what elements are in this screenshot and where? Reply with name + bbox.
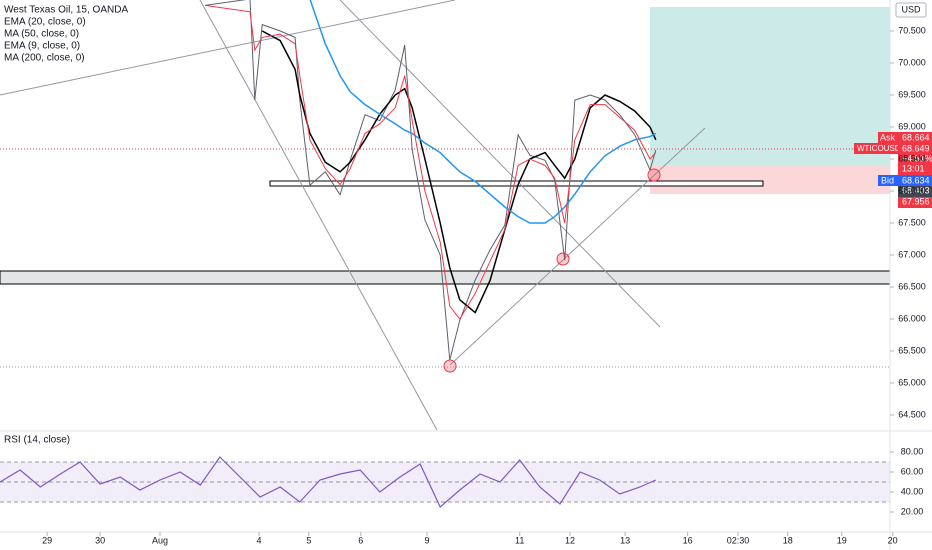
y-tick-label: 68.500 xyxy=(898,153,926,163)
target-price: 68.403 xyxy=(902,185,930,195)
y-tick-label: 66.500 xyxy=(898,281,926,291)
trend-line xyxy=(0,0,456,96)
x-tick-label: 6 xyxy=(358,535,363,545)
y-tick-label: 68.000 xyxy=(898,185,926,195)
ask-label: Ask xyxy=(880,132,896,142)
y-tick-label: 69.000 xyxy=(898,121,926,131)
y-tick-label: 67.500 xyxy=(898,217,926,227)
chart-title: West Texas Oil, 15, OANDA xyxy=(4,5,128,16)
symbol: WTICOUSD xyxy=(857,144,901,153)
x-tick-label: 20 xyxy=(888,535,898,545)
target-zone xyxy=(650,7,890,165)
x-tick-label: Aug xyxy=(152,535,168,545)
stop-price: 67.956 xyxy=(902,196,930,206)
bid-price: 68.634 xyxy=(902,175,930,185)
y-tick-label: 65.500 xyxy=(898,345,926,355)
currency-box xyxy=(895,2,927,18)
legend-entry: EMA (20, close, 0) xyxy=(4,17,86,28)
marker xyxy=(443,359,457,373)
plot xyxy=(0,0,890,508)
ask-tag xyxy=(878,132,898,143)
symbol-tag xyxy=(854,143,898,154)
y-tick-label: 65.000 xyxy=(898,377,926,387)
stop-box xyxy=(898,197,932,208)
y-tick-label: 70.000 xyxy=(898,57,926,67)
last-box xyxy=(898,143,932,175)
legend-entry: MA (50, close, 0) xyxy=(4,29,79,40)
countdown: 13:01 xyxy=(902,163,925,173)
y-tick-label: 70.500 xyxy=(898,25,926,35)
x-tick-label: 18 xyxy=(783,535,793,545)
bid-tag xyxy=(878,175,898,186)
x-tick-label: 9 xyxy=(424,535,429,545)
y-tick-label: 20.00 xyxy=(901,506,924,516)
y-tick-label: 60.00 xyxy=(901,466,924,476)
indicator-line xyxy=(204,4,657,320)
y-tick-label: 67.000 xyxy=(898,249,926,259)
x-tick-label: 5 xyxy=(306,535,311,545)
x-tick-label: 30 xyxy=(95,535,105,545)
change: −4.51% xyxy=(902,153,932,163)
rsi-title: RSI (14, close) xyxy=(4,435,70,446)
rsi-line xyxy=(0,456,657,508)
x-tick-label: 29 xyxy=(42,535,52,545)
marker xyxy=(647,168,661,182)
trend-line xyxy=(199,0,438,431)
x-tick-label: 19 xyxy=(837,535,847,545)
ask-price: 68.664 xyxy=(902,132,930,142)
target-box xyxy=(898,186,932,197)
y-tick-label: 80.00 xyxy=(901,446,924,456)
trend-line xyxy=(449,127,706,366)
legend-entry: MA (200, close, 0) xyxy=(4,53,85,64)
x-tick-label: 13 xyxy=(620,535,630,545)
bid-label: Bid xyxy=(881,175,894,185)
y-tick-label: 64.500 xyxy=(898,409,926,419)
y-tick-label: 66.000 xyxy=(898,313,926,323)
y-tick-label: 69.500 xyxy=(898,89,926,99)
bid-box xyxy=(898,175,932,186)
legend-entry: EMA (9, close, 0) xyxy=(4,41,80,52)
marker xyxy=(556,252,570,266)
indicator-line xyxy=(309,0,657,224)
x-tick-label: 16 xyxy=(683,535,693,545)
ask-box xyxy=(898,132,932,143)
x-tick-label: 4 xyxy=(257,535,262,545)
price-line xyxy=(204,0,657,361)
y-tick-label: 40.00 xyxy=(901,486,924,496)
stop-zone xyxy=(650,165,890,194)
indicator-line xyxy=(261,30,657,314)
x-tick-label: 12 xyxy=(565,535,575,545)
x-tick-label: 02:30 xyxy=(727,535,750,545)
currency: USD xyxy=(901,4,921,14)
x-tick-label: 11 xyxy=(515,535,524,545)
trend-line xyxy=(339,0,661,328)
last-price: 68.649 xyxy=(902,143,930,153)
